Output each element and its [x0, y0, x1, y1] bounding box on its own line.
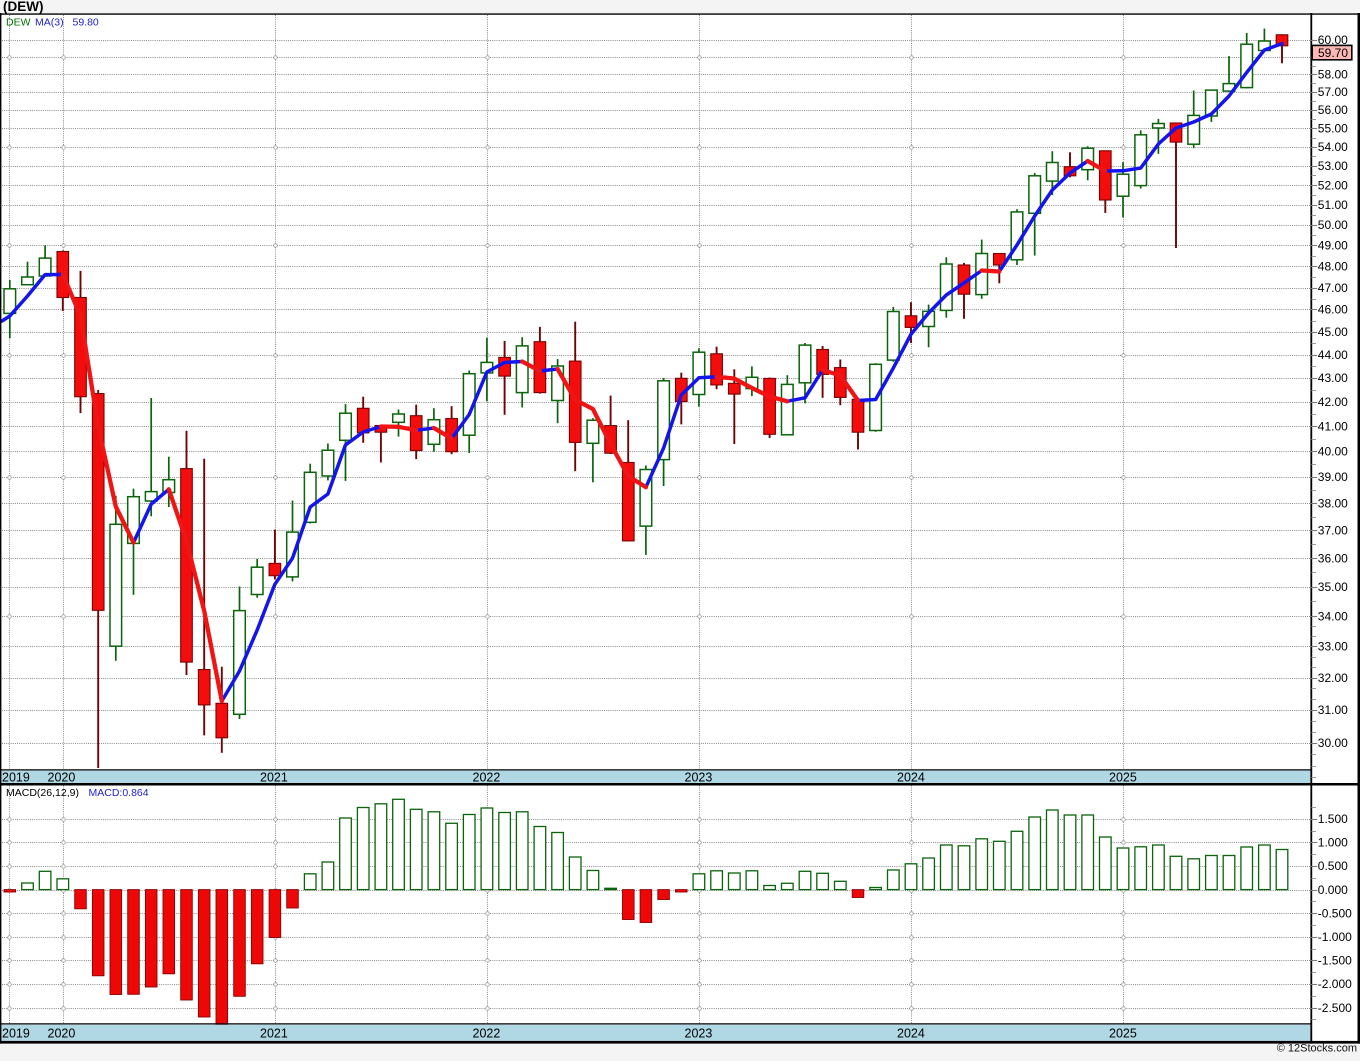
- svg-text:-1.500: -1.500: [1318, 954, 1352, 968]
- svg-text:MACD(26,12,9): MACD(26,12,9): [6, 787, 79, 799]
- svg-text:41.00: 41.00: [1318, 419, 1348, 433]
- svg-text:59.80: 59.80: [73, 17, 99, 29]
- svg-text:2021: 2021: [260, 1026, 288, 1040]
- svg-text:MACD:0.864: MACD:0.864: [89, 787, 149, 799]
- svg-text:40.00: 40.00: [1318, 444, 1348, 458]
- svg-text:37.00: 37.00: [1318, 524, 1348, 538]
- svg-text:57.00: 57.00: [1318, 85, 1348, 99]
- svg-text:33.00: 33.00: [1318, 640, 1348, 654]
- svg-text:38.00: 38.00: [1318, 496, 1348, 510]
- svg-text:45.00: 45.00: [1318, 325, 1348, 339]
- svg-text:48.00: 48.00: [1318, 260, 1348, 274]
- svg-text:(DEW): (DEW): [3, 0, 44, 14]
- svg-text:50.00: 50.00: [1318, 218, 1348, 232]
- svg-text:2022: 2022: [473, 1026, 501, 1040]
- svg-text:2023: 2023: [685, 1026, 713, 1040]
- svg-text:2021: 2021: [260, 771, 288, 785]
- svg-text:44.00: 44.00: [1318, 348, 1348, 362]
- svg-text:2025: 2025: [1109, 1026, 1137, 1040]
- svg-text:© 12Stocks.com: © 12Stocks.com: [1277, 1043, 1357, 1055]
- svg-text:53.00: 53.00: [1318, 159, 1348, 173]
- svg-text:DEW: DEW: [6, 17, 31, 29]
- svg-text:34.00: 34.00: [1318, 609, 1348, 623]
- svg-text:51.00: 51.00: [1318, 198, 1348, 212]
- svg-text:42.00: 42.00: [1318, 395, 1348, 409]
- svg-text:2022: 2022: [473, 771, 501, 785]
- svg-text:55.00: 55.00: [1318, 121, 1348, 135]
- svg-text:43.00: 43.00: [1318, 371, 1348, 385]
- svg-text:2019: 2019: [2, 1026, 30, 1040]
- svg-text:0.000: 0.000: [1318, 883, 1348, 897]
- svg-text:2020: 2020: [48, 771, 76, 785]
- svg-text:56.00: 56.00: [1318, 103, 1348, 117]
- svg-text:59.70: 59.70: [1318, 46, 1348, 60]
- svg-text:58.00: 58.00: [1318, 68, 1348, 82]
- svg-text:52.00: 52.00: [1318, 178, 1348, 192]
- svg-text:2025: 2025: [1109, 771, 1137, 785]
- svg-text:2024: 2024: [897, 1026, 925, 1040]
- svg-text:1.000: 1.000: [1318, 836, 1348, 850]
- svg-text:-2.500: -2.500: [1318, 1001, 1352, 1015]
- svg-text:35.00: 35.00: [1318, 580, 1348, 594]
- svg-text:60.00: 60.00: [1318, 33, 1348, 47]
- svg-text:-1.000: -1.000: [1318, 930, 1352, 944]
- svg-text:-0.500: -0.500: [1318, 906, 1352, 920]
- svg-text:46.00: 46.00: [1318, 303, 1348, 317]
- svg-text:1.500: 1.500: [1318, 812, 1348, 826]
- svg-text:54.00: 54.00: [1318, 140, 1348, 154]
- svg-text:36.00: 36.00: [1318, 551, 1348, 565]
- svg-text:31.00: 31.00: [1318, 703, 1348, 717]
- svg-text:2019: 2019: [2, 771, 30, 785]
- svg-text:0.500: 0.500: [1318, 859, 1348, 873]
- svg-text:47.00: 47.00: [1318, 281, 1348, 295]
- svg-text:2020: 2020: [48, 1026, 76, 1040]
- svg-text:39.00: 39.00: [1318, 470, 1348, 484]
- svg-text:32.00: 32.00: [1318, 671, 1348, 685]
- svg-text:49.00: 49.00: [1318, 239, 1348, 253]
- svg-text:2023: 2023: [685, 771, 713, 785]
- svg-text:MA(3): MA(3): [35, 17, 64, 29]
- svg-text:30.00: 30.00: [1318, 736, 1348, 750]
- svg-text:2024: 2024: [897, 771, 925, 785]
- svg-text:-2.000: -2.000: [1318, 977, 1352, 991]
